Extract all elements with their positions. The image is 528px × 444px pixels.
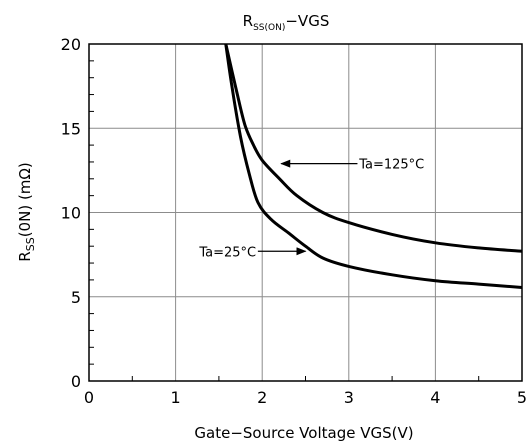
plot-frame bbox=[88, 43, 523, 382]
x-tick-label: 2 bbox=[257, 388, 267, 407]
x-tick-label: 0 bbox=[84, 388, 94, 407]
chart-title-main: R bbox=[243, 12, 253, 30]
annotation-label-ta-125c: Ta=125°C bbox=[358, 158, 424, 173]
y-tick-label: 5 bbox=[71, 288, 81, 307]
x-tick-label: 1 bbox=[171, 388, 181, 407]
series-group bbox=[224, 43, 523, 289]
y-tick-label: 0 bbox=[71, 372, 81, 391]
series-line-ta-25c bbox=[224, 43, 523, 289]
y-tick-label: 15 bbox=[61, 119, 81, 138]
annotations: Ta=125°C Ta=25°C bbox=[198, 158, 424, 261]
x-tick-label: 4 bbox=[430, 388, 440, 407]
y-tick-label: 10 bbox=[61, 204, 81, 223]
y-axis-label-sub: SS bbox=[24, 237, 37, 251]
chart-title-sub: SS(ON) bbox=[253, 23, 285, 33]
y-axis-label-main: R bbox=[16, 251, 34, 261]
x-tick-label: 3 bbox=[344, 388, 354, 407]
y-axis-label-tail: (0N) (mΩ) bbox=[16, 162, 34, 237]
series-line-ta-125c bbox=[224, 43, 523, 253]
x-tick-label: 5 bbox=[517, 388, 527, 407]
x-axis-label: Gate−Source Voltage VGS(V) bbox=[194, 424, 413, 442]
grid-lines bbox=[89, 44, 522, 381]
annotation-label-ta-25c: Ta=25°C bbox=[198, 245, 256, 260]
minor-ticks bbox=[89, 60, 480, 381]
chart-title-tail: −VGS bbox=[285, 12, 329, 30]
plot-area-border bbox=[88, 43, 523, 382]
y-tick-label: 20 bbox=[61, 35, 81, 54]
tick-labels: 0 1 2 3 4 5 0 5 10 15 20 bbox=[61, 35, 527, 407]
y-axis-label: RSS(0N) (mΩ) bbox=[16, 162, 37, 261]
chart-title: RSS(ON)−VGS bbox=[243, 12, 330, 33]
